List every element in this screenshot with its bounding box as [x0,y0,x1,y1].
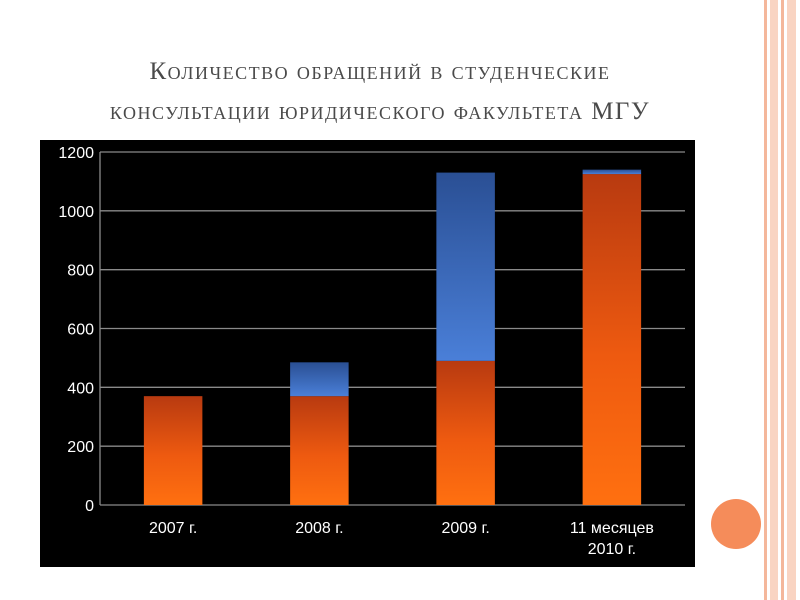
y-tick-label: 400 [67,380,94,397]
x-tick-label: 2009 г. [441,520,489,537]
stripe [787,0,796,600]
bar-segment-orange [582,174,642,505]
y-tick-label: 1200 [58,145,94,162]
stripe [781,0,784,600]
title-line-1: Количество обращений в студенческие [149,58,611,85]
stripe [770,0,778,600]
bar-segment-blue [436,172,495,361]
bar-chart: 0 200 400 600 800 1000 1200 2007 г. 2008 г. 2009 … [58,145,685,558]
bar-segment-blue [290,362,349,397]
y-tick-label: 800 [67,263,94,280]
y-tick-label: 200 [67,439,94,456]
bar-segment-orange [143,396,203,505]
decorative-circle [711,499,761,549]
y-tick-label: 600 [67,322,94,339]
stripe [764,0,767,600]
bar-segment-orange [290,396,349,505]
bar-segment-orange [436,360,495,505]
bar-segment-blue [582,169,642,175]
title-line-2: консультации юридического факультета МГУ [109,98,651,125]
slide-title: Количество обращений в студенческие конс… [40,52,720,132]
chart-container: 0 200 400 600 800 1000 1200 2007 г. 2008 г. 2009 … [40,140,695,567]
x-tick-label: 2010 г. [588,541,636,558]
decorative-stripes [760,0,800,600]
y-tick-label: 1000 [58,204,94,221]
x-tick-label: 2007 г. [149,520,197,537]
x-tick-label: 11 месяцев [570,520,654,537]
x-tick-label: 2008 г. [295,520,343,537]
y-tick-label: 0 [85,498,94,515]
